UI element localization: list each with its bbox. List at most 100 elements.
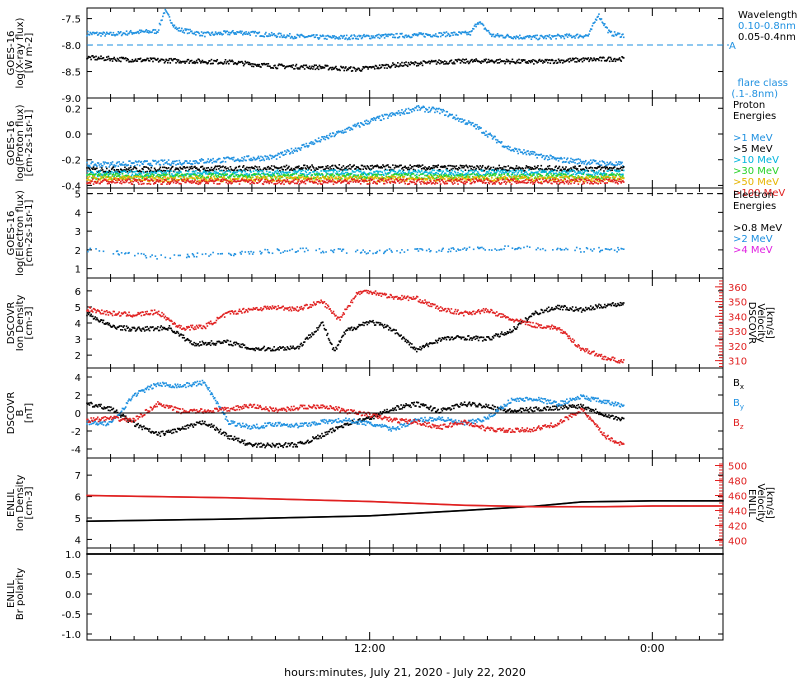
data-point xyxy=(107,181,110,183)
data-point xyxy=(428,34,430,37)
data-point xyxy=(564,60,566,63)
data-point xyxy=(110,34,113,36)
data-point xyxy=(461,173,463,175)
data-point xyxy=(603,23,606,25)
data-point xyxy=(253,157,256,160)
data-point xyxy=(89,166,92,169)
data-point xyxy=(309,181,312,183)
data-point xyxy=(346,168,349,171)
data-point xyxy=(559,174,562,177)
data-point xyxy=(388,169,391,171)
data-point xyxy=(533,165,536,168)
data-point xyxy=(134,32,136,34)
data-point xyxy=(622,36,625,39)
data-point xyxy=(168,163,171,165)
data-point xyxy=(594,160,596,163)
data-point xyxy=(267,157,270,159)
data-point xyxy=(134,59,136,62)
data-point xyxy=(570,36,573,39)
data-point xyxy=(472,60,475,62)
data-point xyxy=(202,32,205,35)
data-point xyxy=(284,175,286,177)
data-point xyxy=(603,175,605,177)
data-point xyxy=(616,173,618,175)
data-point xyxy=(270,66,273,69)
data-point xyxy=(166,161,168,163)
data-point xyxy=(429,34,431,36)
data-point xyxy=(328,178,331,180)
data-point xyxy=(223,174,225,177)
data-point xyxy=(431,175,434,178)
data-point xyxy=(135,60,138,62)
data-point xyxy=(311,65,313,68)
data-point xyxy=(505,36,507,38)
data-point xyxy=(176,28,178,31)
data-point xyxy=(242,174,244,177)
data-point xyxy=(321,165,324,168)
data-point xyxy=(419,33,421,35)
data-point xyxy=(552,59,554,62)
data-point xyxy=(541,175,543,177)
data-point xyxy=(109,172,111,174)
data-point xyxy=(288,165,290,168)
data-point xyxy=(406,36,408,38)
data-point xyxy=(495,173,497,175)
data-point xyxy=(300,174,303,177)
data-point xyxy=(380,179,383,182)
data-point xyxy=(603,174,606,176)
data-point xyxy=(229,180,232,183)
data-point xyxy=(129,181,132,183)
data-point xyxy=(330,173,332,175)
data-point xyxy=(227,156,229,159)
data-point xyxy=(479,21,482,23)
data-point xyxy=(317,36,319,39)
data-point xyxy=(224,166,227,168)
data-point xyxy=(511,149,514,151)
data-point xyxy=(557,173,560,176)
data-point xyxy=(292,169,294,172)
data-point xyxy=(110,58,113,60)
data-point xyxy=(247,175,250,178)
data-point xyxy=(506,60,509,63)
data-point xyxy=(174,177,177,179)
data-point xyxy=(354,125,357,128)
data-point xyxy=(477,177,480,180)
data-point xyxy=(464,173,467,176)
data-point xyxy=(228,180,230,183)
data-point xyxy=(166,163,169,165)
data-point xyxy=(428,176,430,179)
data-point xyxy=(500,142,502,144)
data-point xyxy=(411,33,414,36)
data-point xyxy=(251,166,253,168)
data-point xyxy=(218,176,221,179)
data-point xyxy=(394,176,397,178)
data-point xyxy=(491,59,493,62)
data-point xyxy=(130,162,133,164)
flare-class-legend: flare class xyxy=(738,78,788,89)
data-point xyxy=(187,180,190,182)
data-point xyxy=(559,61,562,64)
data-point xyxy=(356,68,359,71)
data-point xyxy=(307,178,310,180)
data-point xyxy=(232,170,235,172)
data-point xyxy=(459,172,462,175)
data-point xyxy=(142,176,144,178)
data-point xyxy=(567,172,570,175)
data-point xyxy=(529,174,532,176)
data-point xyxy=(336,177,338,180)
data-point xyxy=(235,33,238,35)
data-point xyxy=(412,177,415,180)
data-point xyxy=(532,172,534,174)
data-point xyxy=(420,165,422,167)
data-point xyxy=(498,174,501,177)
data-point xyxy=(418,177,421,179)
data-point xyxy=(275,176,278,179)
data-point xyxy=(357,177,360,180)
data-point xyxy=(534,34,537,37)
data-point xyxy=(170,164,172,166)
data-point xyxy=(230,182,233,185)
data-point xyxy=(146,171,148,174)
data-point xyxy=(560,156,562,159)
data-point xyxy=(491,180,494,182)
